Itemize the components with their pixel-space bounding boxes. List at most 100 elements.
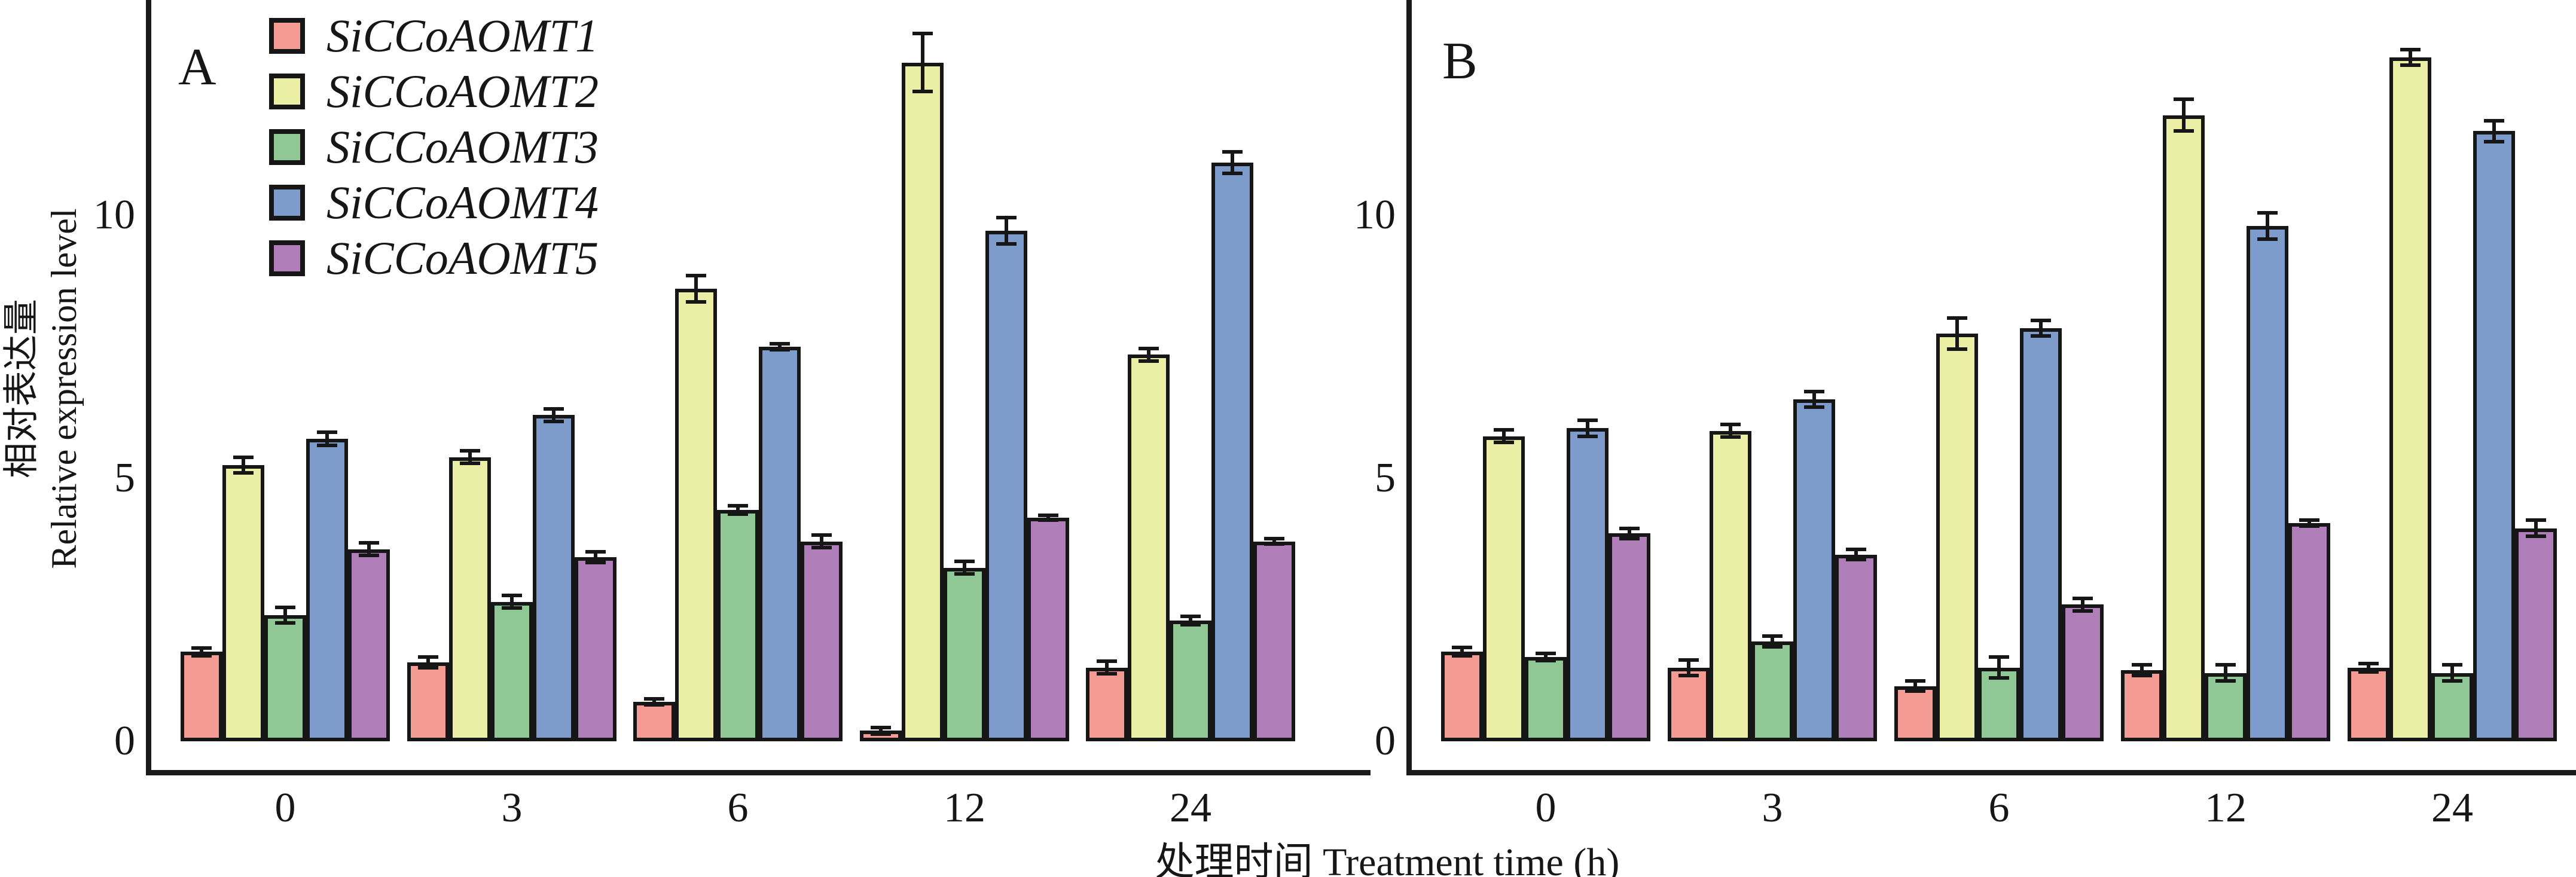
errorbar-cap-top-b-3h-siccoaomt3 bbox=[1762, 634, 1783, 638]
errorbar-cap-top-b-24h-siccoaomt3 bbox=[2442, 663, 2462, 667]
errorbar-stem-b-3h-siccoaomt1 bbox=[1687, 659, 1690, 676]
bar-a-6h-siccoaomt2 bbox=[675, 289, 717, 741]
bar-a-3h-siccoaomt2 bbox=[449, 457, 491, 741]
errorbar-stem-b-0h-siccoaomt1 bbox=[1460, 647, 1464, 656]
bar-b-3h-siccoaomt3 bbox=[1751, 641, 1793, 741]
errorbar-cap-top-a-12h-siccoaomt1 bbox=[871, 726, 891, 730]
bar-b-6h-siccoaomt1 bbox=[1894, 686, 1936, 741]
errorbar-stem-a-24h-siccoaomt5 bbox=[1272, 539, 1276, 544]
errorbar-cap-top-b-6h-siccoaomt1 bbox=[1905, 679, 1925, 683]
errorbar-cap-top-b-6h-siccoaomt2 bbox=[1947, 316, 1967, 320]
errorbar-cap-bottom-b-24h-siccoaomt5 bbox=[2526, 534, 2546, 538]
errorbar-cap-bottom-b-3h-siccoaomt1 bbox=[1678, 674, 1699, 677]
bar-a-24h-siccoaomt4 bbox=[1211, 163, 1253, 741]
errorbar-cap-bottom-a-12h-siccoaomt3 bbox=[954, 572, 975, 576]
errorbar-stem-b-12h-siccoaomt2 bbox=[2182, 99, 2186, 132]
errorbar-cap-bottom-b-24h-siccoaomt2 bbox=[2400, 63, 2421, 68]
errorbar-cap-bottom-b-6h-siccoaomt4 bbox=[2031, 334, 2051, 338]
bar-b-24h-siccoaomt5 bbox=[2515, 528, 2557, 741]
legend-swatch-siccoaomt5 bbox=[269, 240, 305, 276]
errorbar-cap-top-b-6h-siccoaomt4 bbox=[2031, 319, 2051, 322]
errorbar-cap-top-a-0h-siccoaomt1 bbox=[191, 646, 212, 650]
errorbar-cap-top-a-3h-siccoaomt5 bbox=[585, 550, 606, 554]
bar-b-12h-siccoaomt1 bbox=[2121, 670, 2163, 741]
errorbar-stem-a-12h-siccoaomt5 bbox=[1046, 515, 1050, 521]
errorbar-stem-a-6h-siccoaomt2 bbox=[694, 276, 698, 302]
bar-a-12h-siccoaomt5 bbox=[1027, 518, 1069, 741]
bar-b-0h-siccoaomt3 bbox=[1525, 657, 1567, 741]
errorbar-stem-b-24h-siccoaomt1 bbox=[2367, 663, 2370, 672]
errorbar-stem-a-24h-siccoaomt1 bbox=[1105, 661, 1109, 674]
errorbar-cap-bottom-a-6h-siccoaomt4 bbox=[770, 348, 790, 352]
errorbar-stem-b-24h-siccoaomt5 bbox=[2534, 520, 2538, 536]
errorbar-cap-top-a-6h-siccoaomt3 bbox=[728, 503, 748, 508]
errorbar-stem-a-12h-siccoaomt4 bbox=[1005, 218, 1008, 245]
errorbar-stem-b-6h-siccoaomt5 bbox=[2081, 598, 2084, 611]
errorbar-stem-a-3h-siccoaomt4 bbox=[552, 408, 556, 421]
bar-a-12h-siccoaomt2 bbox=[902, 62, 944, 741]
bar-b-3h-siccoaomt4 bbox=[1793, 399, 1835, 741]
bar-b-6h-siccoaomt2 bbox=[1936, 334, 1978, 741]
errorbar-cap-bottom-a-12h-siccoaomt4 bbox=[996, 242, 1017, 246]
errorbar-cap-bottom-b-24h-siccoaomt1 bbox=[2358, 670, 2379, 674]
errorbar-cap-top-b-24h-siccoaomt4 bbox=[2484, 118, 2504, 123]
bar-a-0h-siccoaomt1 bbox=[181, 652, 222, 741]
errorbar-cap-bottom-b-12h-siccoaomt4 bbox=[2257, 237, 2278, 241]
panel-label-a: A bbox=[178, 38, 216, 96]
bar-a-0h-siccoaomt5 bbox=[348, 549, 390, 741]
errorbar-stem-a-12h-siccoaomt2 bbox=[921, 33, 924, 92]
errorbar-stem-a-24h-siccoaomt2 bbox=[1147, 348, 1150, 361]
errorbar-cap-top-a-12h-siccoaomt3 bbox=[954, 560, 975, 564]
bar-b-0h-siccoaomt4 bbox=[1567, 428, 1609, 741]
errorbar-cap-bottom-a-3h-siccoaomt5 bbox=[585, 560, 606, 564]
y-tick-label-b-5: 5 bbox=[1375, 455, 1396, 501]
y-tick-label-a-10: 10 bbox=[93, 192, 135, 238]
bar-a-12h-siccoaomt3 bbox=[944, 567, 985, 741]
errorbar-stem-a-6h-siccoaomt5 bbox=[820, 535, 823, 548]
errorbar-cap-bottom-a-6h-siccoaomt2 bbox=[686, 300, 706, 304]
errorbar-stem-b-24h-siccoaomt4 bbox=[2492, 120, 2496, 142]
errorbar-cap-top-a-24h-siccoaomt5 bbox=[1264, 537, 1284, 541]
bar-a-24h-siccoaomt2 bbox=[1128, 355, 1170, 741]
bar-b-12h-siccoaomt2 bbox=[2163, 115, 2205, 741]
errorbar-cap-bottom-a-0h-siccoaomt5 bbox=[359, 554, 379, 558]
bar-a-24h-siccoaomt5 bbox=[1253, 541, 1295, 741]
errorbar-cap-bottom-a-0h-siccoaomt3 bbox=[275, 621, 295, 625]
legend-label-siccoaomt1: SiCCoAOMT1 bbox=[326, 10, 599, 62]
errorbar-cap-bottom-a-3h-siccoaomt2 bbox=[460, 462, 480, 466]
errorbar-stem-a-0h-siccoaomt1 bbox=[200, 648, 203, 656]
errorbar-stem-a-3h-siccoaomt1 bbox=[426, 657, 430, 668]
x-axis-panel-b bbox=[1406, 770, 2576, 775]
bar-a-6h-siccoaomt5 bbox=[801, 541, 843, 741]
errorbar-cap-top-a-6h-siccoaomt2 bbox=[686, 274, 706, 278]
bar-a-3h-siccoaomt5 bbox=[575, 557, 616, 741]
errorbar-cap-bottom-b-3h-siccoaomt3 bbox=[1762, 644, 1783, 649]
errorbar-cap-bottom-a-6h-siccoaomt5 bbox=[811, 546, 832, 550]
errorbar-cap-top-b-24h-siccoaomt2 bbox=[2400, 47, 2421, 51]
errorbar-cap-top-a-6h-siccoaomt4 bbox=[770, 341, 790, 346]
errorbar-cap-top-a-0h-siccoaomt2 bbox=[233, 455, 254, 459]
bar-b-12h-siccoaomt3 bbox=[2205, 673, 2247, 741]
errorbar-cap-top-b-3h-siccoaomt2 bbox=[1720, 423, 1741, 427]
bar-b-0h-siccoaomt5 bbox=[1609, 533, 1650, 741]
errorbar-cap-top-a-24h-siccoaomt3 bbox=[1180, 614, 1201, 618]
legend-swatch-siccoaomt1 bbox=[269, 18, 305, 54]
errorbar-cap-top-b-12h-siccoaomt2 bbox=[2174, 97, 2194, 102]
errorbar-cap-bottom-b-3h-siccoaomt2 bbox=[1720, 435, 1741, 439]
errorbar-cap-bottom-b-0h-siccoaomt1 bbox=[1452, 654, 1472, 658]
errorbar-cap-top-a-12h-siccoaomt4 bbox=[996, 216, 1017, 220]
errorbar-cap-top-b-3h-siccoaomt4 bbox=[1804, 389, 1824, 393]
bar-b-24h-siccoaomt1 bbox=[2348, 667, 2389, 741]
legend-label-siccoaomt5: SiCCoAOMT5 bbox=[326, 232, 599, 284]
y-axis-title-zh: 相对表达量 bbox=[2, 299, 42, 479]
bar-a-6h-siccoaomt1 bbox=[633, 702, 675, 741]
y-tick-label-b-0: 0 bbox=[1375, 718, 1396, 764]
y-tick-label-b-10: 10 bbox=[1354, 192, 1396, 238]
errorbar-stem-b-24h-siccoaomt2 bbox=[2409, 49, 2412, 66]
legend-swatch-siccoaomt2 bbox=[269, 74, 305, 109]
errorbar-stem-a-12h-siccoaomt3 bbox=[963, 561, 966, 575]
errorbar-cap-bottom-a-3h-siccoaomt4 bbox=[544, 419, 564, 423]
errorbar-cap-bottom-a-6h-siccoaomt3 bbox=[728, 512, 748, 516]
errorbar-cap-bottom-a-0h-siccoaomt2 bbox=[233, 471, 254, 475]
bar-a-6h-siccoaomt3 bbox=[717, 509, 759, 741]
